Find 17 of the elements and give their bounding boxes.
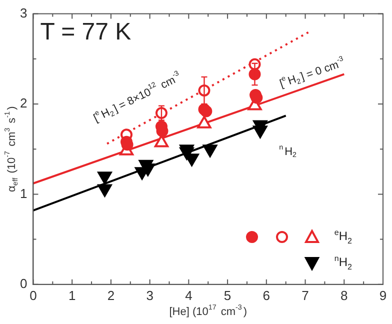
x-tick-label: 3: [146, 288, 154, 303]
x-tick-label: 0: [30, 288, 37, 303]
y-tick-label: 0: [20, 276, 28, 291]
y-tick-label: 1: [20, 186, 28, 201]
legend-label: $^{e}$H$_{2}$: [334, 228, 352, 246]
y-tick-label: 2: [20, 96, 28, 111]
x-tick-label: 6: [262, 288, 270, 303]
x-tick-label: 8: [340, 288, 348, 303]
x-tick-label: 5: [224, 288, 232, 303]
x-tick-label: 7: [302, 288, 309, 303]
y-tick-label: 3: [20, 5, 28, 20]
x-tick-label: 4: [185, 288, 192, 303]
x-tick-label: 2: [107, 288, 115, 303]
annotation: T = 77 K: [40, 18, 132, 46]
x-tick-label: 9: [379, 288, 387, 303]
x-tick-label: 1: [68, 288, 76, 303]
legend-label: $^{n}$H$_{2}$: [334, 254, 352, 272]
